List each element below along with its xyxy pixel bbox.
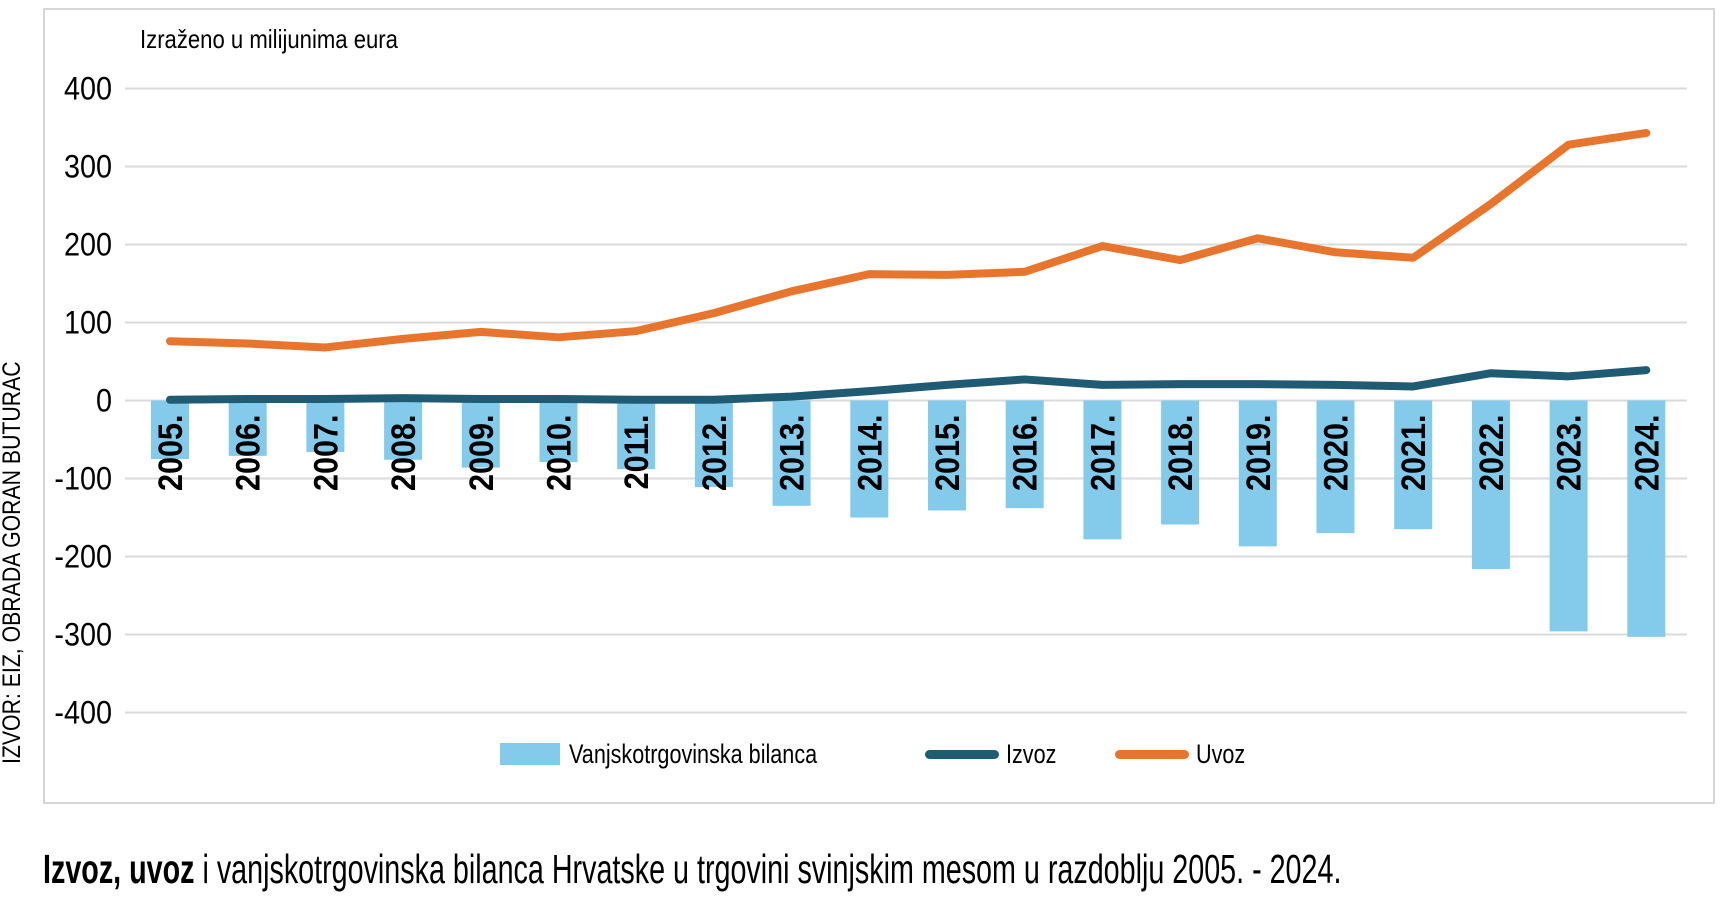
legend-label: Izvoz	[1006, 738, 1057, 769]
x-axis-label-2013: 2013.	[773, 415, 811, 492]
x-axis-label-2024: 2024.	[1628, 415, 1666, 492]
bar-2010	[539, 400, 578, 463]
y-axis-label-200: 200	[64, 227, 112, 263]
x-axis-label-2016: 2016.	[1006, 415, 1044, 492]
x-axis-label-2014: 2014.	[851, 415, 889, 492]
bar-2023	[1549, 400, 1588, 632]
bar-2006	[228, 400, 267, 456]
legend-bar-swatch	[500, 743, 561, 765]
y-axis-label-400: 400	[64, 71, 112, 107]
legend-line-swatch	[1115, 749, 1190, 759]
unit-label: Izraženo u milijunima eura	[140, 24, 443, 55]
bar-2016	[1005, 400, 1044, 509]
y-axis-label--300: -300	[54, 617, 112, 653]
bar-2015	[928, 400, 966, 511]
x-axis-label-2011: 2011.	[618, 415, 656, 490]
x-axis-label-2012: 2012.	[695, 415, 733, 492]
bar-2011	[617, 400, 656, 470]
x-axis-label-2015: 2015.	[929, 415, 967, 492]
bar-2009	[461, 400, 500, 468]
y-axis-label--400: -400	[54, 695, 112, 731]
legend-line-swatch	[925, 749, 1000, 759]
bar-2021	[1394, 400, 1433, 530]
x-axis-label-2017: 2017.	[1084, 415, 1122, 492]
bar-2020	[1316, 400, 1355, 534]
legend-item-vanjskotrgovinska: Vanjskotrgovinska bilanca	[500, 739, 879, 770]
bar-2017	[1083, 400, 1122, 540]
bar-2005	[151, 400, 189, 459]
legend-item-uvoz: Uvoz	[1115, 739, 1258, 770]
x-axis-label-2007: 2007.	[307, 415, 345, 492]
x-axis-label-2005: 2005.	[152, 415, 190, 492]
x-axis-label-2006: 2006.	[229, 415, 267, 492]
unit-label-text: Izraženo u milijunima eura	[140, 24, 398, 54]
y-axis-label-0: 0	[96, 383, 112, 419]
x-axis-label-2022: 2022.	[1472, 415, 1510, 492]
x-axis-label-2010: 2010.	[540, 415, 578, 492]
chart-caption: Izvoz, uvoz i vanjskotrgovinska bilanca …	[43, 846, 1722, 893]
y-axis-label-300: 300	[64, 149, 112, 185]
bar-2022	[1471, 400, 1510, 569]
bar-2013	[772, 400, 811, 506]
y-axis-label--100: -100	[54, 461, 112, 497]
bar-2019	[1238, 400, 1277, 547]
x-axis-label-2008: 2008.	[385, 415, 423, 492]
bar-2024	[1627, 400, 1666, 637]
legend-item-izvoz: Izvoz	[925, 739, 1069, 770]
bar-2014	[850, 400, 889, 518]
bar-2012	[694, 400, 733, 488]
y-axis-label--200: -200	[54, 539, 112, 575]
bar-2008	[384, 400, 423, 460]
source-credit: IZVOR: EIZ, OBRADA GORAN BUTURAC	[0, 344, 28, 764]
x-axis-label-2019: 2019.	[1239, 415, 1277, 492]
x-axis-label-2021: 2021.	[1395, 415, 1433, 492]
x-axis-label-2009: 2009.	[462, 415, 500, 492]
caption-rest: i vanjskotrgovinska bilanca Hrvatske u t…	[194, 846, 1342, 892]
x-axis-label-2023: 2023.	[1550, 415, 1588, 492]
x-axis-label-2018: 2018.	[1162, 415, 1200, 492]
series-line-uvoz	[166, 128, 1651, 352]
y-axis-label-100: 100	[64, 305, 112, 341]
caption-bold: Izvoz, uvoz	[43, 846, 195, 892]
source-credit-text: IZVOR: EIZ, OBRADA GORAN BUTURAC	[0, 361, 26, 764]
bar-2007	[306, 400, 345, 452]
chart-legend: Vanjskotrgovinska bilanca Izvoz Uvoz	[43, 734, 1715, 774]
series-line-izvoz	[166, 366, 1651, 404]
legend-label: Vanjskotrgovinska bilanca	[569, 738, 818, 769]
bar-2018	[1161, 400, 1200, 525]
x-axis-label-2020: 2020.	[1317, 415, 1355, 492]
legend-label: Uvoz	[1196, 738, 1246, 769]
